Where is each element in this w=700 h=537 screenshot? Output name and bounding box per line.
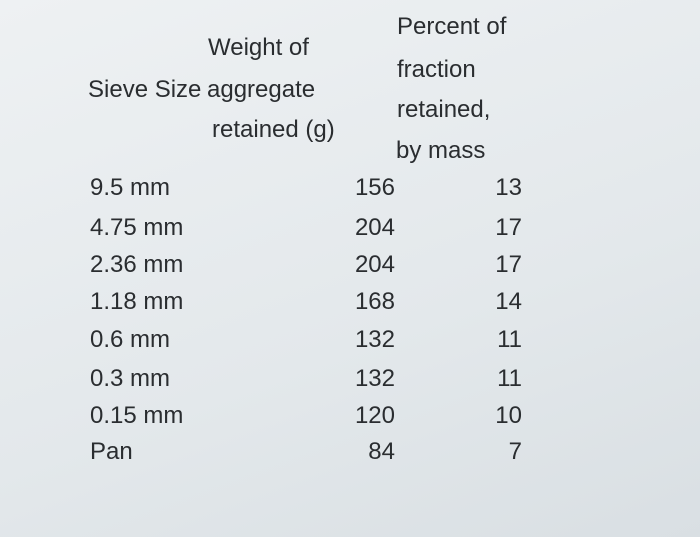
percent-retained: 10 — [495, 402, 522, 429]
weight-retained: 156 — [354, 174, 395, 201]
column-header: fraction — [397, 56, 476, 83]
percent-retained: 13 — [495, 174, 522, 201]
weight-retained: 204 — [354, 214, 395, 241]
percent-retained: 11 — [497, 365, 522, 392]
weight-retained: 204 — [354, 251, 395, 278]
weight-retained: 168 — [354, 288, 395, 315]
sieve-size: Pan — [90, 438, 133, 465]
sieve-size: 9.5 mm — [90, 174, 171, 201]
column-header: Sieve Size — [88, 76, 202, 103]
weight-retained: 132 — [354, 326, 395, 353]
sieve-size: 0.6 mm — [90, 326, 171, 353]
column-header: retained, — [397, 96, 491, 123]
column-header: Percent of — [397, 13, 507, 40]
percent-retained: 17 — [495, 214, 522, 241]
percent-retained: 7 — [508, 438, 522, 465]
column-header: aggregate — [207, 76, 316, 103]
sieve-size: 4.75 mm — [90, 214, 184, 241]
weight-retained: 84 — [368, 438, 395, 465]
sieve-size: 2.36 mm — [90, 251, 184, 278]
column-header: retained (g) — [212, 116, 335, 143]
sieve-size: 0.15 mm — [90, 402, 184, 429]
sieve-size: 0.3 mm — [90, 365, 171, 392]
column-header: by mass — [396, 137, 486, 164]
percent-retained: 17 — [495, 251, 522, 278]
sieve-size: 1.18 mm — [90, 288, 184, 315]
weight-retained: 132 — [354, 365, 395, 392]
column-header: Weight of — [208, 34, 309, 61]
percent-retained: 11 — [497, 326, 522, 353]
percent-retained: 14 — [495, 288, 522, 315]
weight-retained: 120 — [354, 402, 395, 429]
